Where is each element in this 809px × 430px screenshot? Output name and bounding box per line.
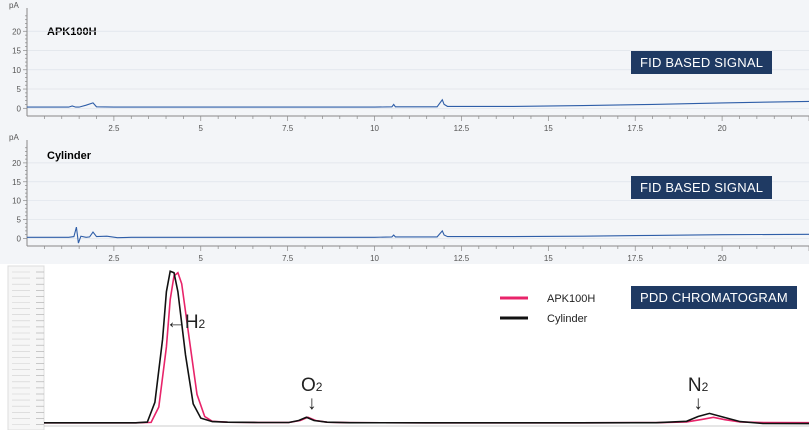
- legend-label-cylinder: Cylinder: [547, 313, 588, 325]
- fid-chart-cylinder: pA Cylinder 0 5 10 15 20 2.5 5 7.5 10 12.5 15 17.5 2…: [9, 133, 809, 263]
- x-tick-label: 5: [199, 124, 204, 132]
- y-tick-label: 15: [12, 178, 21, 187]
- x-tick-label: 10: [370, 254, 379, 263]
- y-unit-label: pA: [9, 1, 19, 10]
- x-tick-label: 15: [544, 124, 553, 132]
- x-tick-label: 12.5: [454, 124, 470, 132]
- peak-label: N2: [688, 375, 709, 396]
- x-tick-label: 2.5: [108, 254, 120, 263]
- x-tick-label: 7.5: [282, 254, 294, 263]
- x-tick-label: 17.5: [627, 254, 643, 263]
- peak-subscript: 2: [316, 380, 323, 394]
- x-tick-label: 20: [718, 124, 727, 132]
- legend-label-apk100h: APK100H: [547, 293, 595, 305]
- y-tick-label: 5: [17, 216, 22, 225]
- fid-panel-apk100h: pA APK100H 0 5 10 15 20 2.5 5 7.5 10 12.5 15 17.5 20…: [0, 0, 809, 132]
- peak-element: H: [185, 312, 199, 333]
- peak-label: ←H2: [166, 312, 206, 333]
- x-tick-label: 10: [370, 124, 379, 132]
- x-tick-label: 17.5: [627, 124, 643, 132]
- x-tick-label: 20: [718, 254, 727, 263]
- peak-element: O: [301, 375, 316, 396]
- fid-chart-apk100h: pA APK100H 0 5 10 15 20 2.5 5 7.5 10 12.5 15 17.5 20: [9, 1, 809, 132]
- pdd-panel: ←H2 O2 ↓ N2 ↓ APK100H Cylinder PDD CHROMATOG…: [0, 264, 809, 430]
- y-tick-label: 0: [17, 104, 22, 113]
- fid-panel-cylinder: pA Cylinder 0 5 10 15 20 2.5 5 7.5 10 12.5 15 17.5 2…: [0, 132, 809, 264]
- peak-label: O2: [301, 375, 323, 396]
- peak-element: N: [688, 375, 702, 396]
- x-tick-label: 15: [544, 254, 553, 263]
- arrow-left-icon: ←: [166, 312, 185, 333]
- fid-signal-badge: FID BASED SIGNAL: [631, 51, 773, 74]
- pdd-chromatogram-badge: PDD CHROMATOGRAM: [631, 286, 797, 309]
- arrow-down-icon: ↓: [693, 393, 703, 414]
- y-tick-label: 0: [17, 234, 22, 243]
- x-tick-label: 2.5: [108, 124, 120, 132]
- y-tick-label: 20: [12, 27, 21, 36]
- peak-subscript: 2: [702, 380, 709, 394]
- y-tick-label: 10: [12, 66, 21, 75]
- series-line-cylinder: [44, 270, 809, 425]
- panel-title: Cylinder: [47, 150, 92, 162]
- fid-signal-badge: FID BASED SIGNAL: [631, 176, 773, 199]
- arrow-down-icon: ↓: [307, 393, 317, 414]
- signal-line: [27, 226, 809, 244]
- signal-line: [27, 98, 809, 108]
- y-scale-strip: [7, 265, 45, 430]
- y-tick-label: 20: [12, 159, 21, 168]
- y-tick-label: 5: [17, 85, 22, 94]
- panel-title: APK100H: [47, 26, 97, 38]
- x-tick-label: 7.5: [282, 124, 294, 132]
- y-tick-label: 15: [12, 47, 21, 56]
- x-tick-label: 5: [199, 254, 204, 263]
- y-tick-label: 10: [12, 197, 21, 206]
- peak-subscript: 2: [199, 317, 206, 331]
- y-unit-label: pA: [9, 133, 19, 142]
- x-tick-label: 12.5: [454, 254, 470, 263]
